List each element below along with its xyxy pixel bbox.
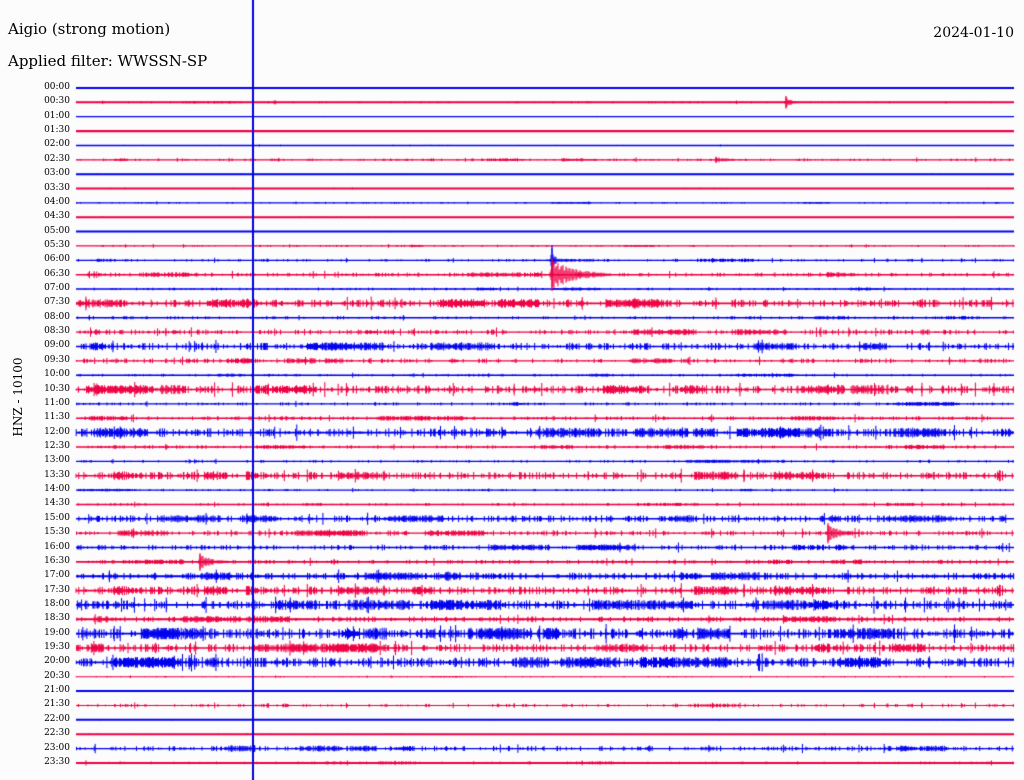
time-label: 04:30 <box>44 211 70 222</box>
time-label: 20:30 <box>44 670 70 681</box>
time-label: 06:30 <box>44 268 70 279</box>
time-label: 16:30 <box>44 555 70 566</box>
time-label: 04:00 <box>44 196 70 207</box>
time-label: 23:30 <box>44 756 70 767</box>
time-label: 07:30 <box>44 297 70 308</box>
time-label: 21:30 <box>44 699 70 710</box>
time-label: 16:00 <box>44 541 70 552</box>
time-label: 09:30 <box>44 354 70 365</box>
time-label: 13:30 <box>44 469 70 480</box>
time-label: 14:00 <box>44 484 70 495</box>
time-label: 20:00 <box>44 656 70 667</box>
time-label: 22:00 <box>44 713 70 724</box>
time-label: 00:30 <box>44 96 70 107</box>
time-label: 08:00 <box>44 311 70 322</box>
time-label: 10:30 <box>44 383 70 394</box>
applied-filter-label: Applied filter: WWSSN-SP <box>8 52 208 70</box>
time-label: 00:00 <box>44 82 70 92</box>
time-label: 05:30 <box>44 239 70 250</box>
time-label: 01:30 <box>44 125 70 136</box>
time-label: 23:00 <box>44 742 70 753</box>
time-label: 02:00 <box>44 139 70 150</box>
time-label: 10:00 <box>44 369 70 380</box>
time-label: 12:30 <box>44 441 70 451</box>
time-label: 03:00 <box>44 168 70 179</box>
time-axis: 00:00 00:30 01:00 01:30 02:00 02:30 03:00 03:30… <box>0 0 76 780</box>
time-label: 17:00 <box>44 570 70 581</box>
time-label: 15:30 <box>44 527 70 538</box>
station-title: Aigio (strong motion) <box>8 20 171 38</box>
date-label: 2024-01-10 <box>933 25 1014 41</box>
time-label: 14:30 <box>44 498 70 509</box>
time-label: 11:00 <box>44 397 70 408</box>
time-label: 19:30 <box>44 642 70 653</box>
time-label: 19:00 <box>44 627 70 638</box>
time-label: 08:30 <box>44 326 70 337</box>
time-label: 05:00 <box>44 225 70 236</box>
time-label: 12:00 <box>44 426 70 437</box>
time-label: 15:00 <box>44 512 70 523</box>
time-label: 11:30 <box>44 412 70 423</box>
time-label: 21:00 <box>44 685 70 696</box>
time-label: 01:00 <box>44 110 70 121</box>
channel-label: HNZ - 10100 <box>11 357 25 437</box>
time-label: 06:00 <box>44 254 70 265</box>
time-label: 02:30 <box>44 153 70 164</box>
time-label: 13:00 <box>44 455 70 466</box>
time-label: 18:00 <box>44 598 70 609</box>
time-label: 18:30 <box>44 613 70 624</box>
time-label: 03:30 <box>44 182 70 193</box>
time-label: 07:00 <box>44 283 70 294</box>
time-label: 22:30 <box>44 728 70 739</box>
time-label: 09:00 <box>44 340 70 351</box>
time-label: 17:30 <box>44 584 70 595</box>
